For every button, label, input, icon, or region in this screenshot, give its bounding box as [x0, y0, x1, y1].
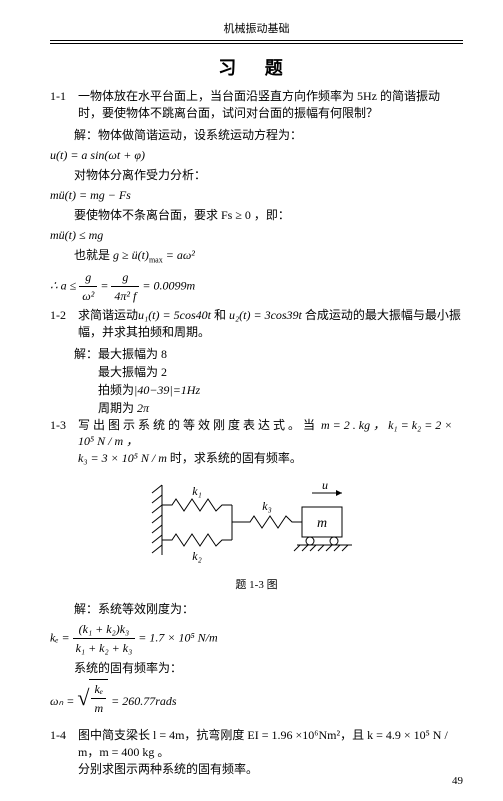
svg-text:k₂: k₂	[192, 549, 202, 563]
problem-text: 图中简支梁长 l = 4m，抗弯刚度 EI = 1.96 ×10⁶Nm²，且 k…	[78, 727, 463, 777]
equation: u(t) = a sin(ωt + φ)	[50, 146, 463, 164]
problem-number: 1-1	[50, 88, 78, 122]
svg-text:m: m	[316, 516, 326, 531]
figure-1-3: m u k₁ k₂ k₃ 题 1-3 图	[50, 475, 463, 592]
problem-1-1: 1-1 一物体放在水平台面上，当台面沿竖直方向作频率为 5Hz 的简谐振动时，要…	[50, 88, 463, 122]
solution-line: 也就是 g ≥ ü(t)max = aω²	[74, 246, 463, 266]
problem-text: 写出图示系统的等效刚度表达式。当 m = 2 . kg ， k₁ = k₂ = …	[78, 417, 463, 467]
problem-number: 1-2	[50, 307, 78, 341]
problem-1-2: 1-2 求简谐运动u₁(t) = 5cos40t 和 u₂(t) = 3cos3…	[50, 307, 463, 341]
solution-line: 解：物体做简谐运动，设系统运动方程为：	[74, 126, 463, 144]
problem-number: 1-3	[50, 417, 78, 467]
equation: ωₙ = √kₑm = 260.77rads	[50, 679, 463, 717]
solution-line: 系统的固有频率为：	[74, 659, 463, 677]
problem-text: 一物体放在水平台面上，当台面沿竖直方向作频率为 5Hz 的简谐振动时，要使物体不…	[78, 88, 463, 122]
solution-line: 最大振幅为 2	[98, 363, 463, 381]
solution-line: 对物体分离作受力分析：	[74, 166, 463, 184]
problem-1-4: 1-4 图中简支梁长 l = 4m，抗弯刚度 EI = 1.96 ×10⁶Nm²…	[50, 727, 463, 777]
svg-text:k₁: k₁	[192, 484, 202, 498]
rule-top	[50, 40, 463, 41]
problem-text: 求简谐运动u₁(t) = 5cos40t 和 u₂(t) = 3cos39t 合…	[78, 307, 463, 341]
solution-line: 解：最大振幅为 8	[74, 345, 463, 363]
svg-text:k₃: k₃	[262, 499, 272, 513]
equation: kₑ = (k₁ + k₂)k₃k₁ + k₂ + k₃ = 1.7 × 10⁵…	[50, 620, 463, 657]
title: 习 题	[50, 54, 463, 80]
solution-line: 要使物体不条离台面，要求 Fs ≥ 0 ，即：	[74, 206, 463, 224]
equation: mü(t) ≤ mg	[50, 226, 463, 244]
figure-caption: 题 1-3 图	[50, 576, 463, 592]
problem-number: 1-4	[50, 727, 78, 777]
equation: mü(t) = mg − Fs	[50, 186, 463, 204]
rule-mid	[50, 43, 463, 44]
solution-line: 周期为 2π	[98, 399, 463, 417]
svg-text:u: u	[322, 478, 328, 492]
page-header: 机械振动基础	[50, 20, 463, 40]
solution-line: 拍频为|40−39|=1Hz	[98, 381, 463, 399]
solution-line: 解：系统等效刚度为：	[74, 600, 463, 618]
equation: ∴ a ≤ gω² = g4π² f = 0.0099m	[50, 268, 463, 305]
page-number: 49	[452, 775, 463, 787]
problem-1-3: 1-3 写出图示系统的等效刚度表达式。当 m = 2 . kg ， k₁ = k…	[50, 417, 463, 467]
